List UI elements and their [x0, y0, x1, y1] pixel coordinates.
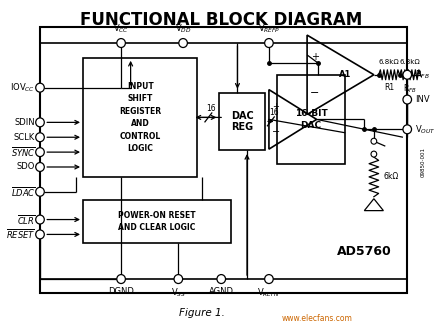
Text: $\overline{LDAC}$: $\overline{LDAC}$	[11, 185, 35, 199]
Text: $\overline{SYNC}$: $\overline{SYNC}$	[11, 145, 35, 159]
Text: www.elecfans.com: www.elecfans.com	[281, 314, 352, 323]
Text: V$_{DD}$: V$_{DD}$	[175, 23, 191, 35]
Text: SDO: SDO	[17, 162, 35, 172]
Text: AD5760: AD5760	[337, 245, 392, 258]
Bar	[83, 200, 231, 243]
Text: $\overline{CLR}$: $\overline{CLR}$	[17, 212, 35, 226]
Text: V$_{CC}$: V$_{CC}$	[113, 23, 129, 35]
Bar	[219, 93, 265, 150]
Text: V$_{REFP}$: V$_{REFP}$	[258, 23, 280, 35]
Text: SCLK: SCLK	[14, 133, 35, 142]
Text: DAC
REG: DAC REG	[231, 111, 253, 132]
Text: 16-BIT
DAC: 16-BIT DAC	[294, 109, 327, 130]
Circle shape	[36, 83, 44, 92]
Circle shape	[371, 151, 377, 157]
Circle shape	[36, 133, 44, 142]
Circle shape	[179, 39, 187, 47]
Circle shape	[36, 148, 44, 157]
Bar	[40, 27, 407, 293]
Circle shape	[264, 275, 273, 284]
Circle shape	[403, 95, 411, 104]
Text: R$_{FB}$: R$_{FB}$	[403, 83, 417, 95]
Text: −: −	[310, 88, 319, 98]
Text: V$_{REFN}$: V$_{REFN}$	[257, 287, 281, 299]
Text: 16: 16	[206, 105, 216, 114]
Text: +: +	[272, 102, 279, 111]
Text: 16: 16	[269, 109, 279, 118]
Text: Figure 1.: Figure 1.	[179, 308, 225, 318]
Circle shape	[371, 138, 377, 144]
Text: SDIN: SDIN	[15, 118, 35, 127]
Circle shape	[217, 275, 226, 284]
Text: V$_{OUT}$: V$_{OUT}$	[415, 123, 436, 135]
Text: IOV$_{CC}$: IOV$_{CC}$	[10, 81, 35, 94]
Text: INPUT
SHIFT
REGISTER
AND
CONTROL
LOGIC: INPUT SHIFT REGISTER AND CONTROL LOGIC	[119, 82, 161, 153]
Text: DGND: DGND	[108, 287, 134, 296]
Text: A1: A1	[339, 70, 352, 79]
Circle shape	[36, 118, 44, 127]
Text: AGND: AGND	[209, 287, 234, 296]
Circle shape	[36, 163, 44, 171]
Text: 6.8kΩ: 6.8kΩ	[400, 59, 421, 65]
Circle shape	[36, 215, 44, 224]
Text: V$_{SS}$: V$_{SS}$	[171, 287, 186, 299]
Text: R$_{FB}$: R$_{FB}$	[415, 68, 430, 81]
Text: FUNCTIONAL BLOCK DIAGRAM: FUNCTIONAL BLOCK DIAGRAM	[80, 11, 363, 29]
Text: $\overline{RESET}$: $\overline{RESET}$	[6, 227, 35, 241]
Circle shape	[117, 39, 125, 47]
Text: R1: R1	[384, 83, 394, 92]
Circle shape	[264, 39, 273, 47]
Text: +: +	[311, 52, 319, 62]
Text: POWER-ON RESET
AND CLEAR LOGIC: POWER-ON RESET AND CLEAR LOGIC	[118, 211, 196, 232]
Circle shape	[403, 70, 411, 79]
Text: 09850-001: 09850-001	[421, 147, 426, 177]
Bar	[277, 75, 345, 164]
Text: 6.8kΩ: 6.8kΩ	[379, 59, 400, 65]
Circle shape	[174, 275, 183, 284]
Text: 6kΩ: 6kΩ	[383, 172, 399, 181]
Text: −: −	[271, 127, 280, 137]
Circle shape	[36, 187, 44, 196]
Circle shape	[36, 230, 44, 239]
Circle shape	[403, 125, 411, 134]
Circle shape	[117, 275, 125, 284]
Bar	[83, 58, 198, 177]
Text: INV: INV	[415, 95, 429, 104]
